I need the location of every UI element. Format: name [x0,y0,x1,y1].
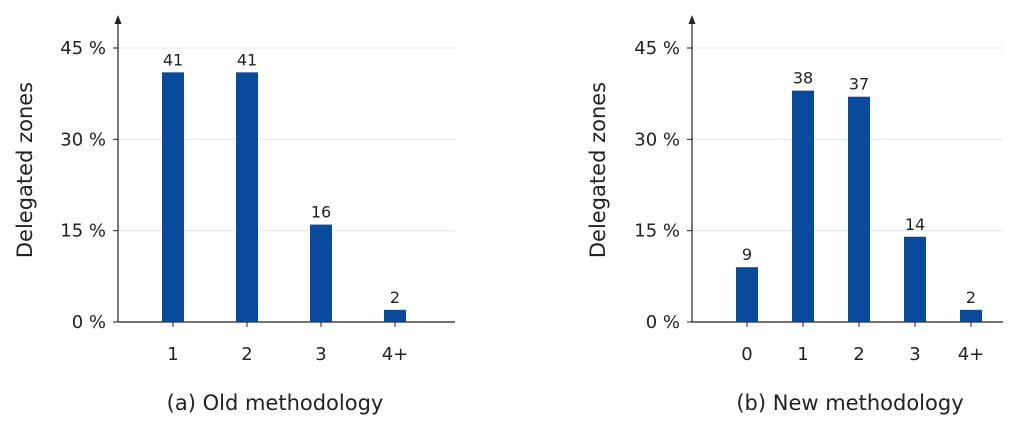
y-axis-arrow-icon [688,15,696,24]
data-label: 41 [163,50,183,69]
data-label: 16 [311,203,331,222]
y-tick-label: 30 % [60,129,106,150]
y-tick-label: 0 % [646,312,680,333]
y-axis-label: Delegated zones [13,82,37,258]
plot-area: 0 % 15 % 30 % 45 % 9 0 38 1 37 2 14 3 2 4+ [634,15,1003,365]
x-tick-label: 3 [315,344,326,365]
x-tick-label: 2 [241,344,252,365]
y-tick-label: 30 % [634,129,680,150]
y-tick-label: 45 % [60,38,106,59]
data-label: 41 [237,50,257,69]
data-label: 14 [905,215,925,234]
y-tick-label: 0 % [72,312,106,333]
y-tick-label: 45 % [634,38,680,59]
bar [384,309,406,322]
bar [736,267,758,322]
bar [904,236,926,322]
x-tick-label: 1 [797,344,808,365]
chart-caption: (b) New methodology [736,391,963,415]
bar [960,309,982,322]
x-tick-label: 3 [909,344,920,365]
data-label: 2 [390,288,400,307]
bar [236,72,258,322]
chart-new-methodology: Delegated zones 0 % 15 % 30 % 45 % 9 0 38 1 37 2 1… [586,15,1003,415]
x-tick-label: 4+ [958,344,985,365]
bar [162,72,184,322]
chart-old-methodology: Delegated zones 0 % 15 % 30 % 45 % 41 1 41 2 16 3… [13,15,455,415]
bar [310,224,332,322]
y-axis-arrow-icon [114,15,122,24]
plot-area: 0 % 15 % 30 % 45 % 41 1 41 2 16 3 2 4+ [60,15,455,365]
x-tick-label: 4+ [382,344,409,365]
y-axis-label: Delegated zones [586,82,610,258]
data-label: 2 [966,288,976,307]
x-tick-label: 1 [167,344,178,365]
data-label: 38 [793,69,813,88]
y-tick-label: 15 % [634,221,680,242]
bar [848,96,870,322]
x-tick-label: 0 [741,344,752,365]
y-tick-label: 15 % [60,221,106,242]
chart-caption: (a) Old methodology [167,391,384,415]
data-label: 37 [849,75,869,94]
bar [792,90,814,322]
data-label: 9 [742,245,752,264]
x-tick-label: 2 [853,344,864,365]
